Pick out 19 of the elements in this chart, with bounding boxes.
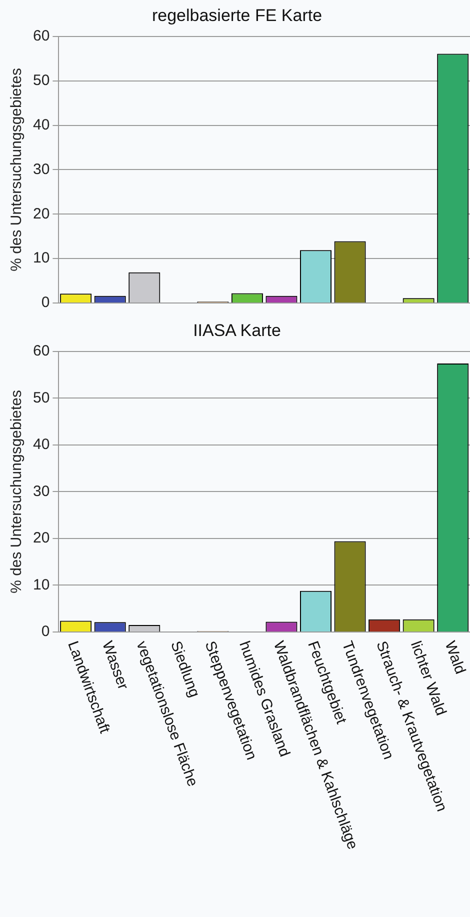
- y-tick-label: 50: [32, 72, 50, 89]
- chart-title: regelbasierte FE Karte: [152, 6, 322, 25]
- y-tick-label: 30: [32, 482, 50, 500]
- y-tick-label: 60: [32, 28, 50, 45]
- y-tick-label: 20: [32, 205, 50, 222]
- y-tick-label: 40: [32, 116, 50, 134]
- y-tick-label: 30: [32, 160, 50, 178]
- y-axis-title: % des Untersuchungsgebietes: [8, 68, 26, 272]
- y-tick-label: 60: [32, 342, 50, 360]
- y-tick-label: 0: [41, 623, 50, 640]
- y-axis-title: % des Untersuchungsgebietes: [8, 390, 26, 594]
- x-tick-label: Wald: [441, 638, 469, 676]
- y-tick-label: 20: [32, 530, 50, 547]
- chart-title: IIASA Karte: [193, 320, 281, 340]
- y-tick-label: 10: [32, 576, 50, 594]
- y-tick-label: 0: [41, 294, 50, 312]
- y-tick-label: 10: [32, 250, 50, 267]
- y-tick-label: 40: [32, 436, 50, 454]
- y-tick-label: 50: [32, 389, 50, 406]
